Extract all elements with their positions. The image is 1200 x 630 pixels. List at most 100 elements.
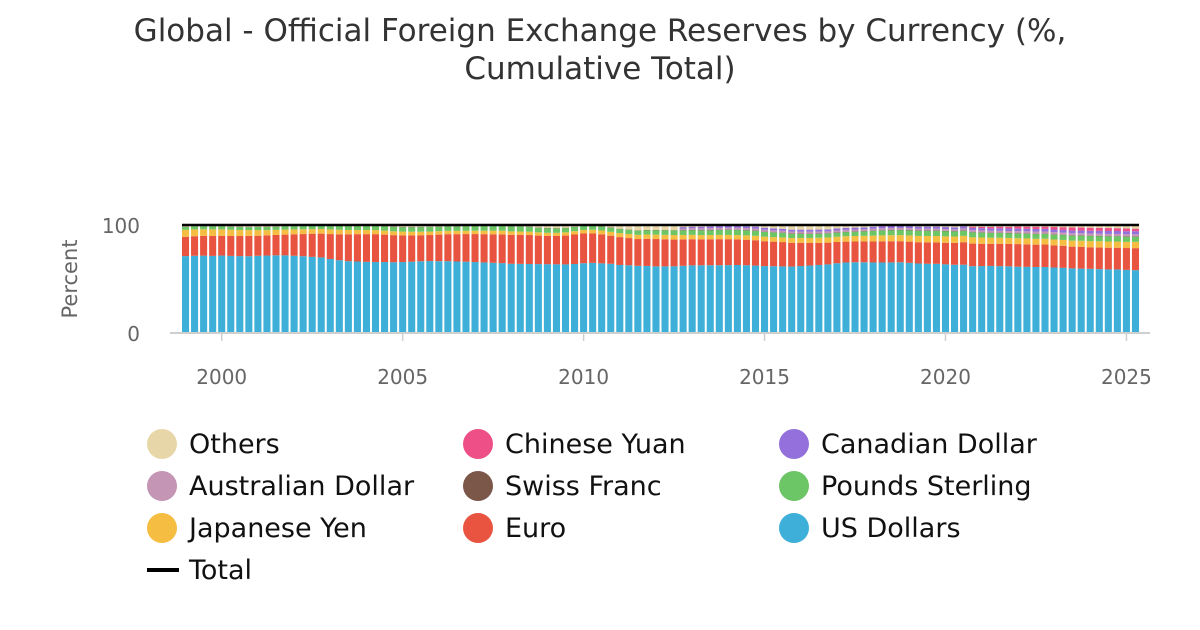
bar-segment-japanese-yen[interactable] <box>824 237 832 243</box>
bar-segment-australian-dollar[interactable] <box>824 231 832 234</box>
bar-segment-japanese-yen[interactable] <box>209 229 217 237</box>
bar-segment-others[interactable] <box>797 225 805 230</box>
bar-segment-australian-dollar[interactable] <box>1041 231 1049 234</box>
bar-segment-canadian-dollar[interactable] <box>788 229 796 232</box>
bar-segment-japanese-yen[interactable] <box>462 230 470 235</box>
bar-segment-pounds-sterling[interactable] <box>1104 236 1112 242</box>
bar-segment-others[interactable] <box>1113 225 1121 229</box>
bar-segment-others[interactable] <box>643 225 651 230</box>
bar-segment-japanese-yen[interactable] <box>281 229 289 235</box>
bar-segment-pounds-sterling[interactable] <box>634 230 642 235</box>
bar-segment-pounds-sterling[interactable] <box>344 225 352 230</box>
bar-segment-japanese-yen[interactable] <box>326 229 334 235</box>
bar-segment-us-dollars[interactable] <box>1086 268 1094 333</box>
bar-segment-canadian-dollar[interactable] <box>1023 228 1031 232</box>
bar-segment-others[interactable] <box>779 225 787 229</box>
bar-segment-us-dollars[interactable] <box>941 264 950 333</box>
bar-segment-others[interactable] <box>833 225 841 229</box>
bar-segment-us-dollars[interactable] <box>978 266 986 333</box>
bar-segment-japanese-yen[interactable] <box>724 234 732 240</box>
bar-segment-us-dollars[interactable] <box>182 256 190 333</box>
bar-segment-japanese-yen[interactable] <box>589 229 597 234</box>
bar-segment-others[interactable] <box>670 225 678 231</box>
bar-segment-us-dollars[interactable] <box>507 263 515 333</box>
bar-segment-euro[interactable] <box>589 233 597 263</box>
bar-segment-japanese-yen[interactable] <box>254 230 262 236</box>
bar-segment-euro[interactable] <box>507 234 515 264</box>
bar-segment-pounds-sterling[interactable] <box>679 230 687 235</box>
bar-segment-chinese-yuan[interactable] <box>1059 227 1067 230</box>
bar-segment-japanese-yen[interactable] <box>951 236 959 243</box>
bar-segment-euro[interactable] <box>254 235 262 256</box>
bar-segment-pounds-sterling[interactable] <box>625 229 633 234</box>
bar-segment-euro[interactable] <box>969 243 977 267</box>
bar-segment-euro[interactable] <box>761 241 769 267</box>
bar-segment-canadian-dollar[interactable] <box>1095 230 1103 234</box>
bar-segment-canadian-dollar[interactable] <box>905 226 913 229</box>
bar-segment-chinese-yuan[interactable] <box>1095 227 1103 231</box>
bar-segment-us-dollars[interactable] <box>209 255 217 333</box>
bar-segment-japanese-yen[interactable] <box>1005 237 1013 244</box>
bar-segment-pounds-sterling[interactable] <box>851 231 859 236</box>
bar-segment-us-dollars[interactable] <box>869 262 877 333</box>
bar-segment-australian-dollar[interactable] <box>751 228 760 231</box>
bar-segment-euro[interactable] <box>905 241 913 263</box>
bar-segment-us-dollars[interactable] <box>914 263 922 333</box>
bar-segment-us-dollars[interactable] <box>1059 267 1067 333</box>
bar-segment-us-dollars[interactable] <box>191 255 199 333</box>
bar-segment-australian-dollar[interactable] <box>733 227 741 230</box>
bar-segment-japanese-yen[interactable] <box>344 229 352 235</box>
bar-segment-euro[interactable] <box>679 239 687 266</box>
bar-segment-japanese-yen[interactable] <box>978 237 986 244</box>
bar-segment-us-dollars[interactable] <box>724 265 732 333</box>
bar-segment-us-dollars[interactable] <box>996 266 1004 333</box>
bar-segment-japanese-yen[interactable] <box>815 237 823 243</box>
bar-segment-japanese-yen[interactable] <box>697 235 705 240</box>
bar-segment-canadian-dollar[interactable] <box>1041 228 1049 232</box>
bar-segment-us-dollars[interactable] <box>381 262 389 333</box>
bar-segment-japanese-yen[interactable] <box>851 236 859 242</box>
bar-segment-euro[interactable] <box>182 236 190 257</box>
bar-segment-euro[interactable] <box>435 234 443 262</box>
bar-segment-us-dollars[interactable] <box>453 261 461 334</box>
bar-segment-us-dollars[interactable] <box>317 257 325 333</box>
bar-segment-australian-dollar[interactable] <box>1014 231 1022 234</box>
bar-segment-others[interactable] <box>851 225 859 228</box>
bar-segment-japanese-yen[interactable] <box>1113 241 1121 248</box>
bar-segment-euro[interactable] <box>833 242 841 264</box>
bar-segment-pounds-sterling[interactable] <box>960 230 968 236</box>
bar-segment-euro[interactable] <box>607 235 615 264</box>
bar-segment-japanese-yen[interactable] <box>399 231 407 236</box>
bar-segment-japanese-yen[interactable] <box>371 230 380 235</box>
bar-segment-pounds-sterling[interactable] <box>254 226 262 231</box>
bar-segment-us-dollars[interactable] <box>670 266 678 333</box>
bar-segment-canadian-dollar[interactable] <box>1122 231 1130 235</box>
bar-segment-pounds-sterling[interactable] <box>751 230 760 236</box>
bar-segment-us-dollars[interactable] <box>751 265 760 333</box>
bar-segment-pounds-sterling[interactable] <box>905 230 913 236</box>
bar-segment-canadian-dollar[interactable] <box>833 228 841 231</box>
bar-segment-euro[interactable] <box>742 239 750 266</box>
bar-segment-canadian-dollar[interactable] <box>923 226 931 229</box>
bar-segment-euro[interactable] <box>191 236 199 256</box>
bar-segment-us-dollars[interactable] <box>335 260 343 333</box>
bar-segment-euro[interactable] <box>335 234 343 261</box>
bar-segment-japanese-yen[interactable] <box>561 232 570 236</box>
bar-segment-us-dollars[interactable] <box>371 262 380 333</box>
bar-segment-others[interactable] <box>543 225 551 229</box>
bar-segment-canadian-dollar[interactable] <box>761 227 769 230</box>
bar-segment-chinese-yuan[interactable] <box>978 226 986 229</box>
bar-segment-euro[interactable] <box>580 233 588 264</box>
bar-segment-japanese-yen[interactable] <box>598 230 606 235</box>
bar-segment-euro[interactable] <box>1059 245 1067 268</box>
bar-segment-japanese-yen[interactable] <box>1104 241 1112 248</box>
bar-segment-euro[interactable] <box>489 234 497 263</box>
bar-segment-us-dollars[interactable] <box>607 263 615 333</box>
bar-segment-canadian-dollar[interactable] <box>1086 230 1094 234</box>
bar-segment-japanese-yen[interactable] <box>218 229 226 236</box>
bar-segment-japanese-yen[interactable] <box>299 229 307 235</box>
bar-segment-australian-dollar[interactable] <box>715 227 723 230</box>
bar-segment-japanese-yen[interactable] <box>806 237 814 243</box>
bar-segment-japanese-yen[interactable] <box>362 229 370 235</box>
bar-segment-euro[interactable] <box>272 234 280 256</box>
